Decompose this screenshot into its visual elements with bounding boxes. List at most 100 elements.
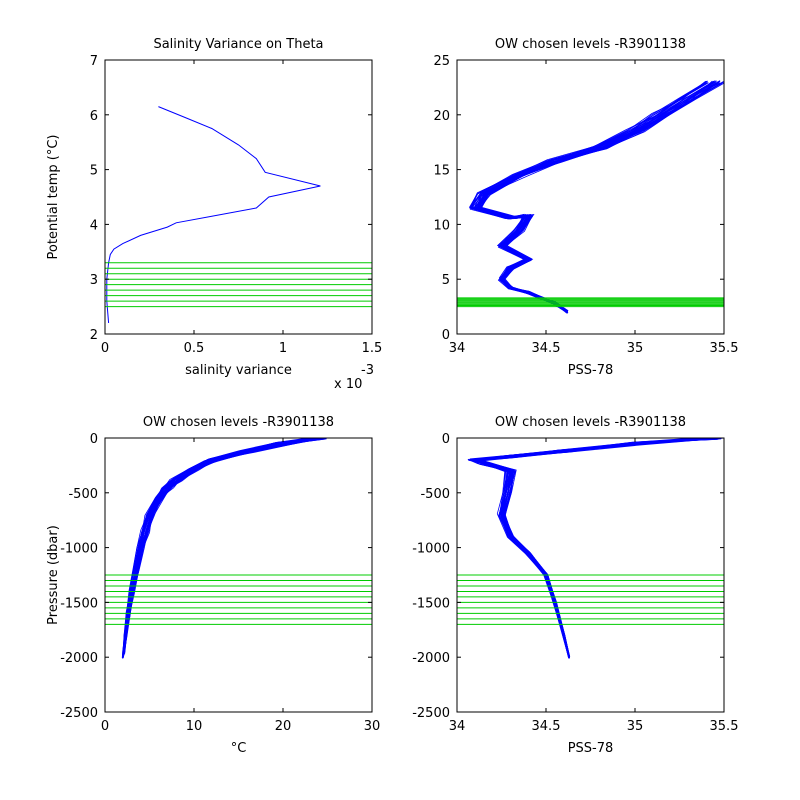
series-line: [471, 82, 708, 314]
y-tick-label: 3: [90, 273, 98, 288]
panel-salinity-variance: 0 0.5 1 1.5 2 3 4 5 6 7 Salinity Variance on Theta…: [46, 37, 382, 392]
axes-box: [456, 59, 725, 335]
series-line: [478, 82, 723, 314]
y-tick-label: -1500: [412, 596, 450, 611]
x-tick-label: 10: [186, 719, 203, 734]
series-line: [481, 82, 723, 312]
y-tick-label: 5: [442, 273, 450, 288]
series-line: [476, 80, 716, 314]
series-line: [475, 81, 714, 314]
series-line: [122, 438, 319, 657]
x-axis-label: PSS-78: [568, 363, 614, 378]
y-tick-label: 4: [90, 218, 98, 233]
series-line: [476, 80, 718, 312]
axes-box: [104, 59, 373, 335]
series-line: [122, 438, 316, 659]
y-tick-label: 6: [90, 109, 98, 124]
plot-area: [457, 438, 724, 659]
series-line: [121, 438, 316, 658]
series-line: [122, 438, 321, 657]
x-tick-label: 35.5: [710, 719, 739, 734]
series-line: [122, 438, 320, 659]
series-line: [474, 80, 715, 312]
x-tick-label: 30: [364, 719, 381, 734]
x-axis-label: °C: [231, 741, 247, 756]
y-axis-label: Pressure (dbar): [46, 525, 61, 625]
y-tick-label: 20: [433, 109, 450, 124]
y-tick-label: -1500: [60, 596, 98, 611]
axes-box: [104, 437, 373, 713]
series-line: [471, 81, 707, 313]
x-tick-label: 0: [101, 719, 109, 734]
y-tick-label: -1000: [60, 542, 98, 557]
series-line: [478, 81, 724, 312]
series-line: [473, 80, 713, 314]
panel-theta-salinity: 34 34.5 35 35.5 0 5 10 15 20 25 OW chosen levels -…: [433, 37, 738, 378]
plot-area: [105, 106, 372, 324]
series-line: [122, 438, 315, 657]
x-tick-label: 34: [449, 719, 466, 734]
series-line: [479, 82, 724, 312]
x-tick-label: 35: [627, 341, 644, 356]
axes-box: [456, 437, 725, 713]
chart-title: OW chosen levels -R3901138: [143, 415, 334, 430]
series-line: [122, 438, 322, 657]
x-tick-label: 20: [275, 719, 292, 734]
y-tick-label: 0: [90, 432, 98, 447]
series-line: [122, 438, 316, 659]
plot-area: [105, 438, 372, 659]
series-line: [123, 438, 327, 657]
panel-pressure-salinity: 34 34.5 35 35.5 -2500 -2000 -1500 -1000 -500 0 OW …: [412, 415, 738, 756]
series-line: [478, 81, 724, 312]
x-axis-multiplier: x 10: [334, 377, 362, 392]
series-line: [480, 81, 724, 312]
y-tick-label: 5: [90, 164, 98, 179]
x-axis-label: PSS-78: [568, 741, 614, 756]
series-line: [476, 80, 721, 312]
series-line: [477, 82, 723, 312]
series-line: [106, 106, 321, 324]
chart-title: Salinity Variance on Theta: [153, 37, 323, 52]
x-tick-label: 34: [449, 341, 466, 356]
y-tick-label: -500: [420, 487, 450, 502]
x-tick-label: 34.5: [532, 719, 561, 734]
x-tick-label: 1.5: [362, 341, 383, 356]
series-line: [479, 81, 721, 314]
y-tick-label: 25: [433, 54, 450, 69]
series-line: [477, 80, 721, 312]
series-line: [472, 82, 717, 312]
series-line: [479, 80, 720, 313]
series-line: [122, 438, 325, 658]
y-tick-label: 7: [90, 54, 98, 69]
y-tick-label: -2500: [412, 706, 450, 721]
chart-title: OW chosen levels -R3901138: [495, 415, 686, 430]
series-line: [470, 80, 708, 313]
y-tick-label: -2000: [412, 651, 450, 666]
panel-pressure-temperature: 0 10 20 30 -2500 -2000 -1500 -1000 -500 0 OW chose…: [46, 415, 380, 756]
x-tick-label: 1: [279, 341, 287, 356]
plot-area: [457, 80, 724, 314]
x-tick-label: 34.5: [532, 341, 561, 356]
y-tick-label: 0: [442, 432, 450, 447]
series-line: [474, 438, 718, 659]
y-tick-label: 0: [442, 328, 450, 343]
series-line: [122, 438, 319, 657]
series-line: [122, 438, 323, 659]
series-line: [122, 438, 315, 657]
series-line: [474, 81, 717, 314]
x-tick-label: 0.5: [184, 341, 205, 356]
y-tick-label: 10: [433, 218, 450, 233]
series-line: [475, 82, 719, 313]
x-tick-label: 35.5: [710, 341, 739, 356]
series-line: [121, 438, 313, 658]
series-line: [474, 82, 722, 313]
x-axis-label: salinity variance: [185, 363, 292, 378]
series-line: [473, 81, 715, 314]
y-tick-label: -2000: [60, 651, 98, 666]
y-tick-label: 15: [433, 164, 450, 179]
series-line: [122, 438, 317, 659]
series-line: [122, 438, 316, 657]
series-line: [476, 82, 720, 313]
series-line: [474, 81, 715, 313]
